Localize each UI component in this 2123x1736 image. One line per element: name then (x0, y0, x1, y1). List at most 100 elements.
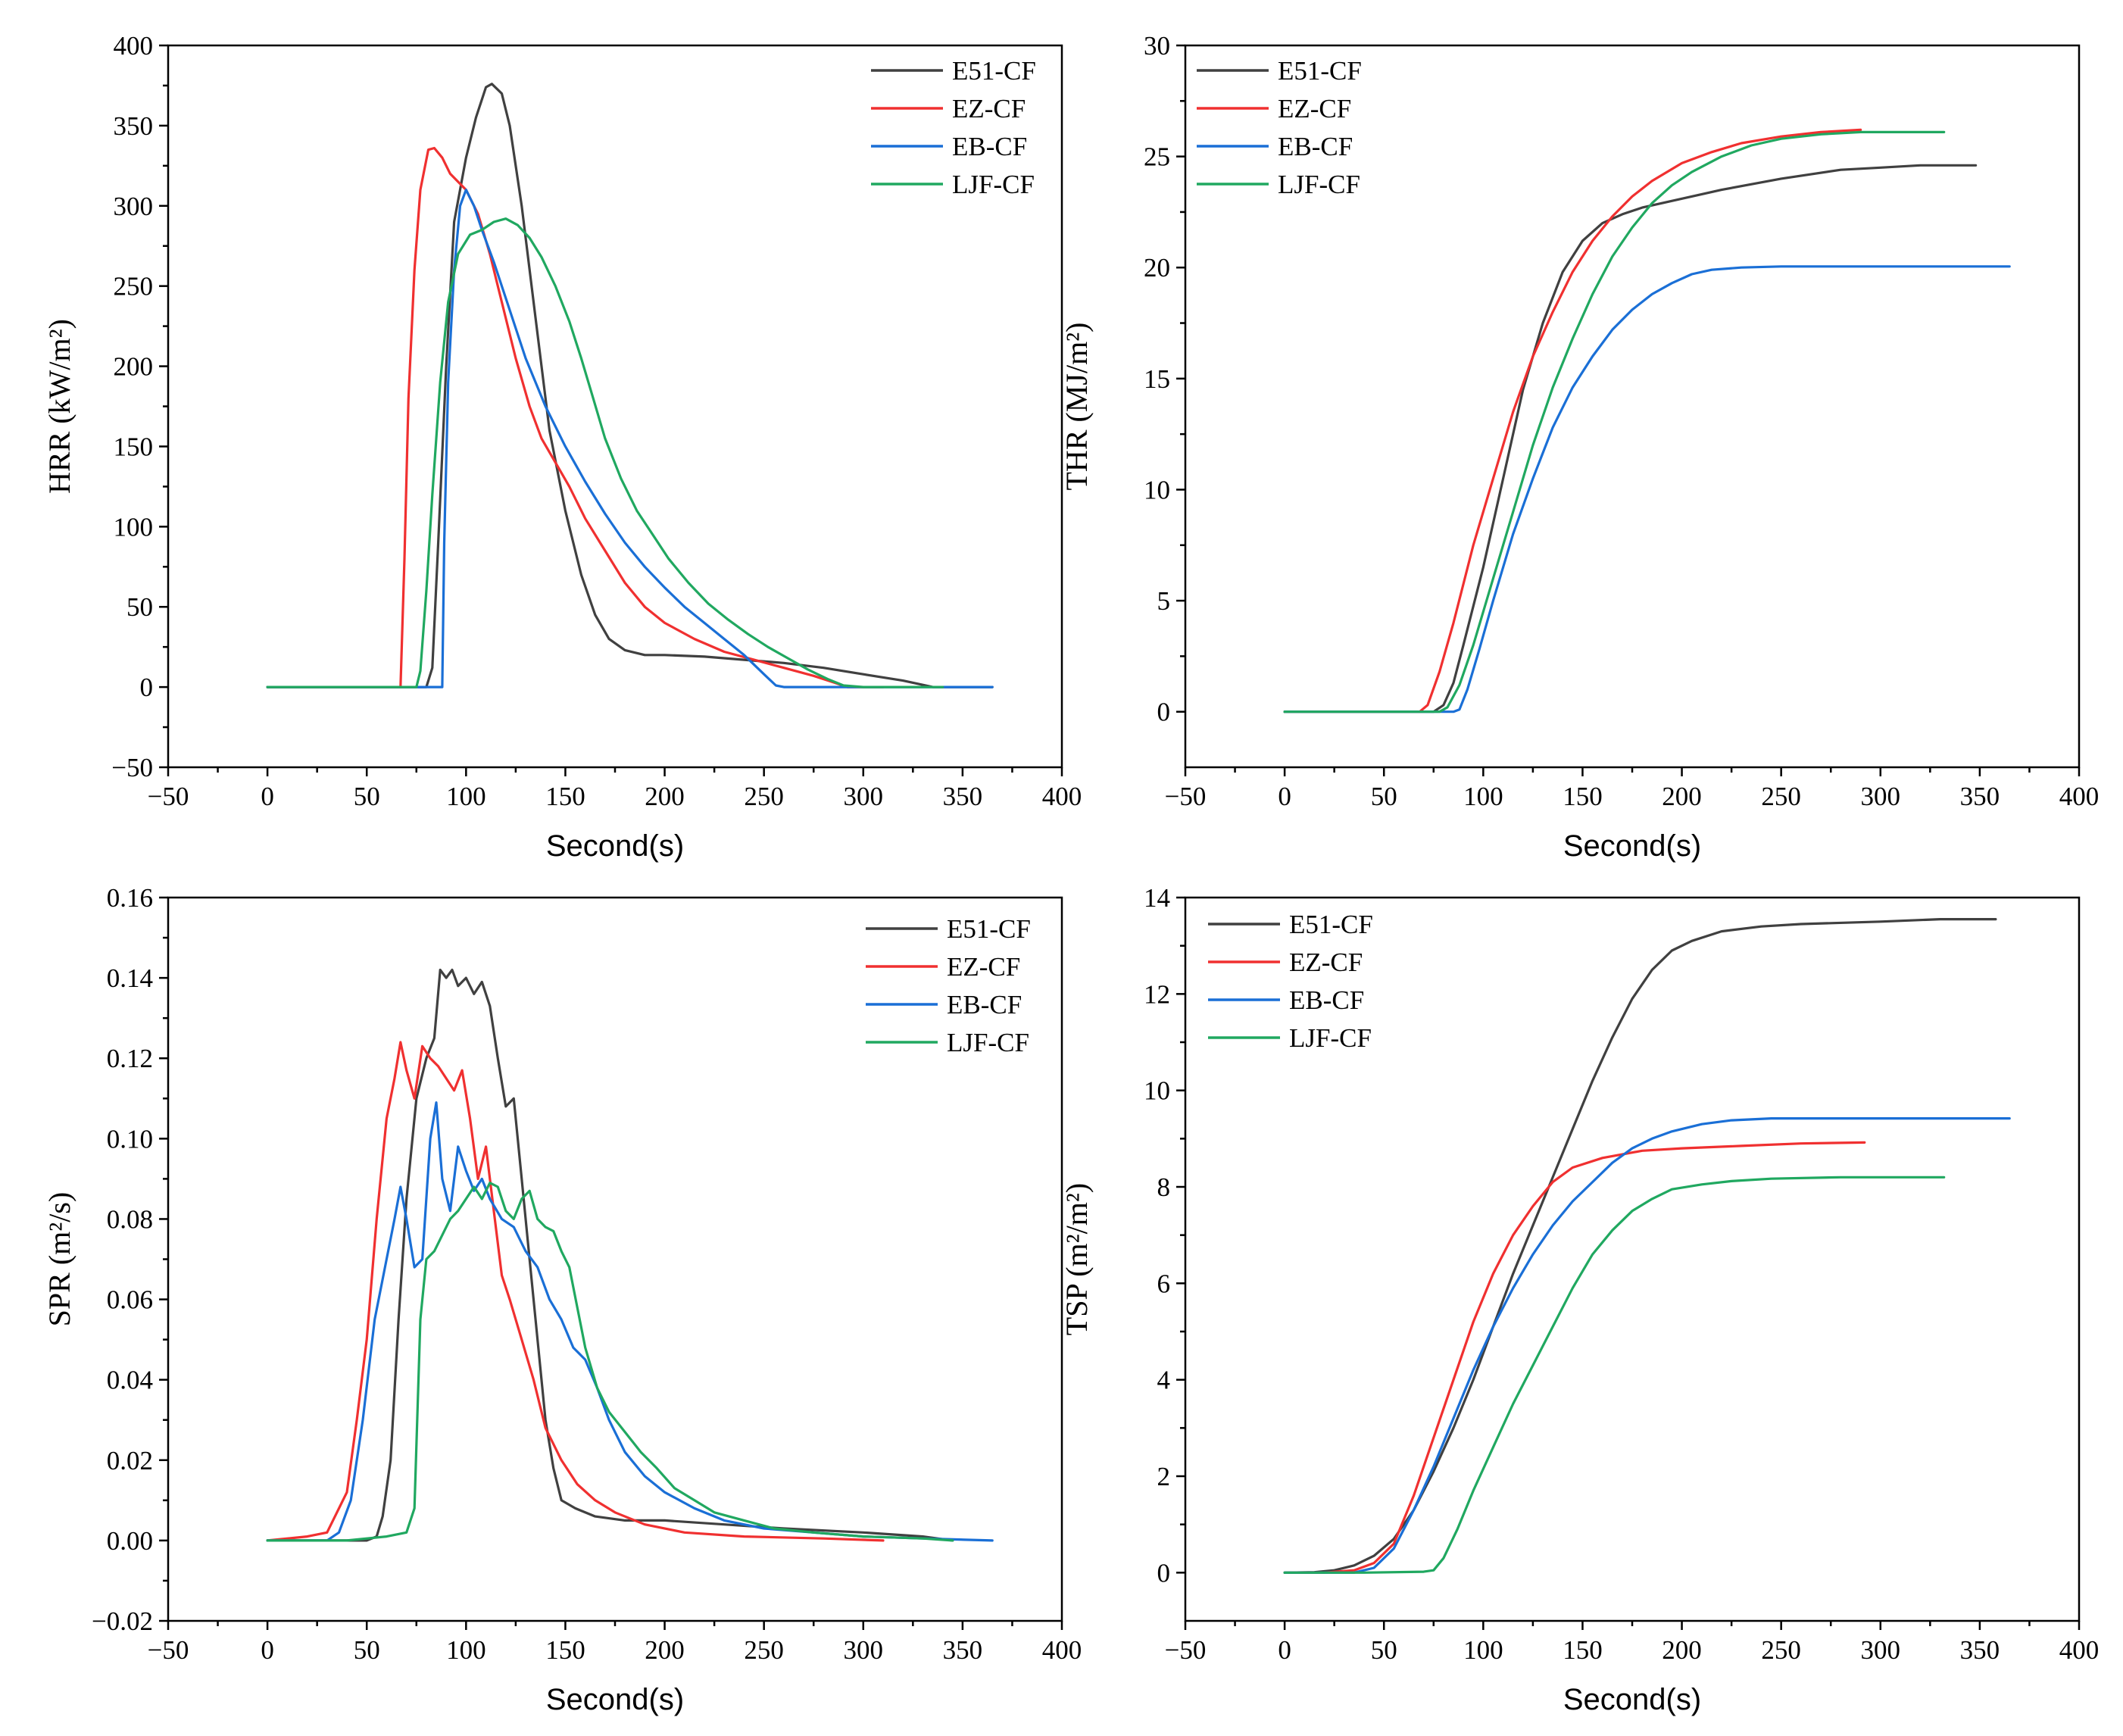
thr-x-tick-label: 50 (1371, 782, 1397, 811)
hrr-y-tick-label: 150 (114, 432, 154, 461)
spr-x-tick-label: 350 (943, 1635, 983, 1665)
spr-series-ljf-cf (266, 1182, 954, 1542)
hrr-x-tick-label: 100 (446, 782, 486, 811)
spr-series-ez-cf (266, 1041, 885, 1542)
thr-x-tick-label: 200 (1662, 782, 1702, 811)
spr-y-tick-label: 0.04 (107, 1366, 153, 1395)
hrr-y-tick-label: 250 (114, 272, 154, 301)
tsp-y-tick-label: 12 (1144, 979, 1170, 1009)
thr-y-tick-label: 0 (1157, 698, 1171, 727)
hrr-y-tick-label: 200 (114, 352, 154, 382)
thr-series-ez-cf (1283, 128, 1862, 713)
thr-legend-label: EB-CF (1278, 132, 1353, 161)
thr-x-tick-label: 150 (1563, 782, 1603, 811)
hrr-axes-frame (167, 44, 1063, 769)
spr-legend: E51-CF EZ-CF EB-CF LJF-CF (866, 914, 1031, 1057)
spr-x-tick-label: 150 (545, 1635, 585, 1665)
hrr-y-tick-label: 0 (140, 673, 154, 702)
thr-series-layer (1283, 128, 2011, 713)
tsp-y-tick-label: 6 (1157, 1269, 1171, 1298)
spr-legend-label: EZ-CF (947, 952, 1020, 982)
tsp-x-tick-label: 250 (1761, 1635, 1801, 1665)
hrr-y-tick-label: −50 (111, 753, 153, 782)
spr-y-tick-label: 0.16 (107, 883, 153, 913)
thr-y-tick-label: 10 (1144, 475, 1170, 504)
thr-x-tick-label: 0 (1278, 782, 1291, 811)
spr-series-layer (266, 968, 994, 1542)
thr-y-tick-label: 20 (1144, 253, 1170, 283)
spr-legend-label: E51-CF (947, 914, 1031, 944)
tsp-axes-frame (1184, 896, 2081, 1622)
spr-y-tick-label: 0.12 (107, 1044, 153, 1073)
tsp-series-ljf-cf (1283, 1176, 1946, 1574)
spr-x-tick-label: 50 (354, 1635, 380, 1665)
tsp-x-tick-label: 0 (1278, 1635, 1291, 1665)
tsp-series-layer (1283, 918, 2011, 1574)
hrr-y-tick-label: 100 (114, 512, 154, 542)
tsp-y-tick-label: 4 (1157, 1366, 1171, 1395)
thr-series-eb-cf (1283, 265, 2011, 713)
hrr-x-tick-label: 400 (1042, 782, 1082, 811)
spr-legend-label: LJF-CF (947, 1028, 1029, 1057)
tsp-y-tick-label: 0 (1157, 1558, 1171, 1588)
spr-x-tick-label: −50 (148, 1635, 189, 1665)
hrr-x-tick-label: 350 (943, 782, 983, 811)
hrr-y-tick-label: 300 (114, 192, 154, 221)
hrr-legend-label: E51-CF (952, 56, 1036, 86)
hrr-series-e51-cf (266, 83, 994, 688)
tsp-x-tick-label: 350 (1960, 1635, 2000, 1665)
hrr-x-tick-label: 150 (545, 782, 585, 811)
thr-x-tick-label: 300 (1861, 782, 1901, 811)
thr-x-tick-label: −50 (1165, 782, 1207, 811)
thr-y-axis-title: THR (MJ/m²) (1060, 323, 1094, 491)
hrr-x-tick-label: 0 (261, 782, 274, 811)
tsp-y-tick-label: 2 (1157, 1462, 1171, 1491)
tsp-legend-label: E51-CF (1289, 910, 1373, 939)
spr-y-axis-title: SPR (m²/s) (42, 1192, 76, 1327)
tsp-x-tick-label: 300 (1861, 1635, 1901, 1665)
thr-x-tick-label: 100 (1463, 782, 1503, 811)
tsp-series-e51-cf (1283, 918, 1997, 1574)
tsp-x-tick-label: 200 (1662, 1635, 1702, 1665)
tsp-x-tick-label: 150 (1563, 1635, 1603, 1665)
spr-x-tick-label: 100 (446, 1635, 486, 1665)
hrr-legend-label: EB-CF (952, 132, 1027, 161)
spr-series-eb-cf (266, 1101, 994, 1542)
tsp-x-tick-label: 400 (2059, 1635, 2100, 1665)
tsp-y-axis-title: TSP (m²/m²) (1060, 1183, 1094, 1335)
hrr-legend: E51-CF EZ-CF EB-CF LJF-CF (871, 56, 1036, 199)
spr-y-tick-label: 0.00 (107, 1526, 153, 1556)
hrr-y-axis-title: HRR (kW/m²) (42, 319, 76, 494)
tsp-x-tick-label: 50 (1371, 1635, 1397, 1665)
spr-y-tick-label: 0.10 (107, 1124, 153, 1154)
tsp-legend-label: EB-CF (1289, 985, 1364, 1015)
thr-legend: E51-CF EZ-CF EB-CF LJF-CF (1197, 56, 1362, 199)
panel-hrr: −50 0 50 100 150 200 250 300 350 400 −50 0 50 100 150 2… (42, 31, 1082, 863)
hrr-x-tick-label: 200 (645, 782, 685, 811)
panel-tsp: −50 0 50 100 150 200 250 300 350 400 0 2 4 6 8 10 12 14 S… (1060, 883, 2099, 1716)
spr-axes-frame (167, 896, 1063, 1622)
panel-thr: −50 0 50 100 150 200 250 300 350 400051015202530 … (1060, 31, 2099, 863)
hrr-y-tick-label: 400 (114, 31, 154, 61)
tsp-series-eb-cf (1283, 1117, 2011, 1574)
spr-legend-label: EB-CF (947, 990, 1022, 1019)
tsp-series-ez-cf (1283, 1141, 1866, 1574)
thr-legend-label: LJF-CF (1278, 170, 1360, 199)
thr-x-tick-label: 250 (1761, 782, 1801, 811)
thr-x-axis-title: Second(s) (1563, 829, 1701, 863)
spr-series-e51-cf (266, 968, 954, 1542)
hrr-y-tick-label: 50 (126, 592, 153, 622)
tsp-y-tick-label: 8 (1157, 1172, 1171, 1202)
hrr-legend-label: LJF-CF (952, 170, 1035, 199)
thr-axes-frame (1184, 44, 2081, 769)
hrr-legend-label: EZ-CF (952, 94, 1026, 123)
thr-y-tick-label: 25 (1144, 142, 1170, 172)
thr-series-ljf-cf (1283, 130, 1946, 713)
thr-y-tick-label: 15 (1144, 364, 1170, 394)
tsp-x-tick-label: −50 (1165, 1635, 1207, 1665)
spr-y-tick-label: 0.14 (107, 963, 153, 993)
thr-y-tick-label: 30 (1144, 31, 1170, 61)
spr-x-tick-label: 0 (261, 1635, 274, 1665)
tsp-legend-label: LJF-CF (1289, 1023, 1372, 1053)
